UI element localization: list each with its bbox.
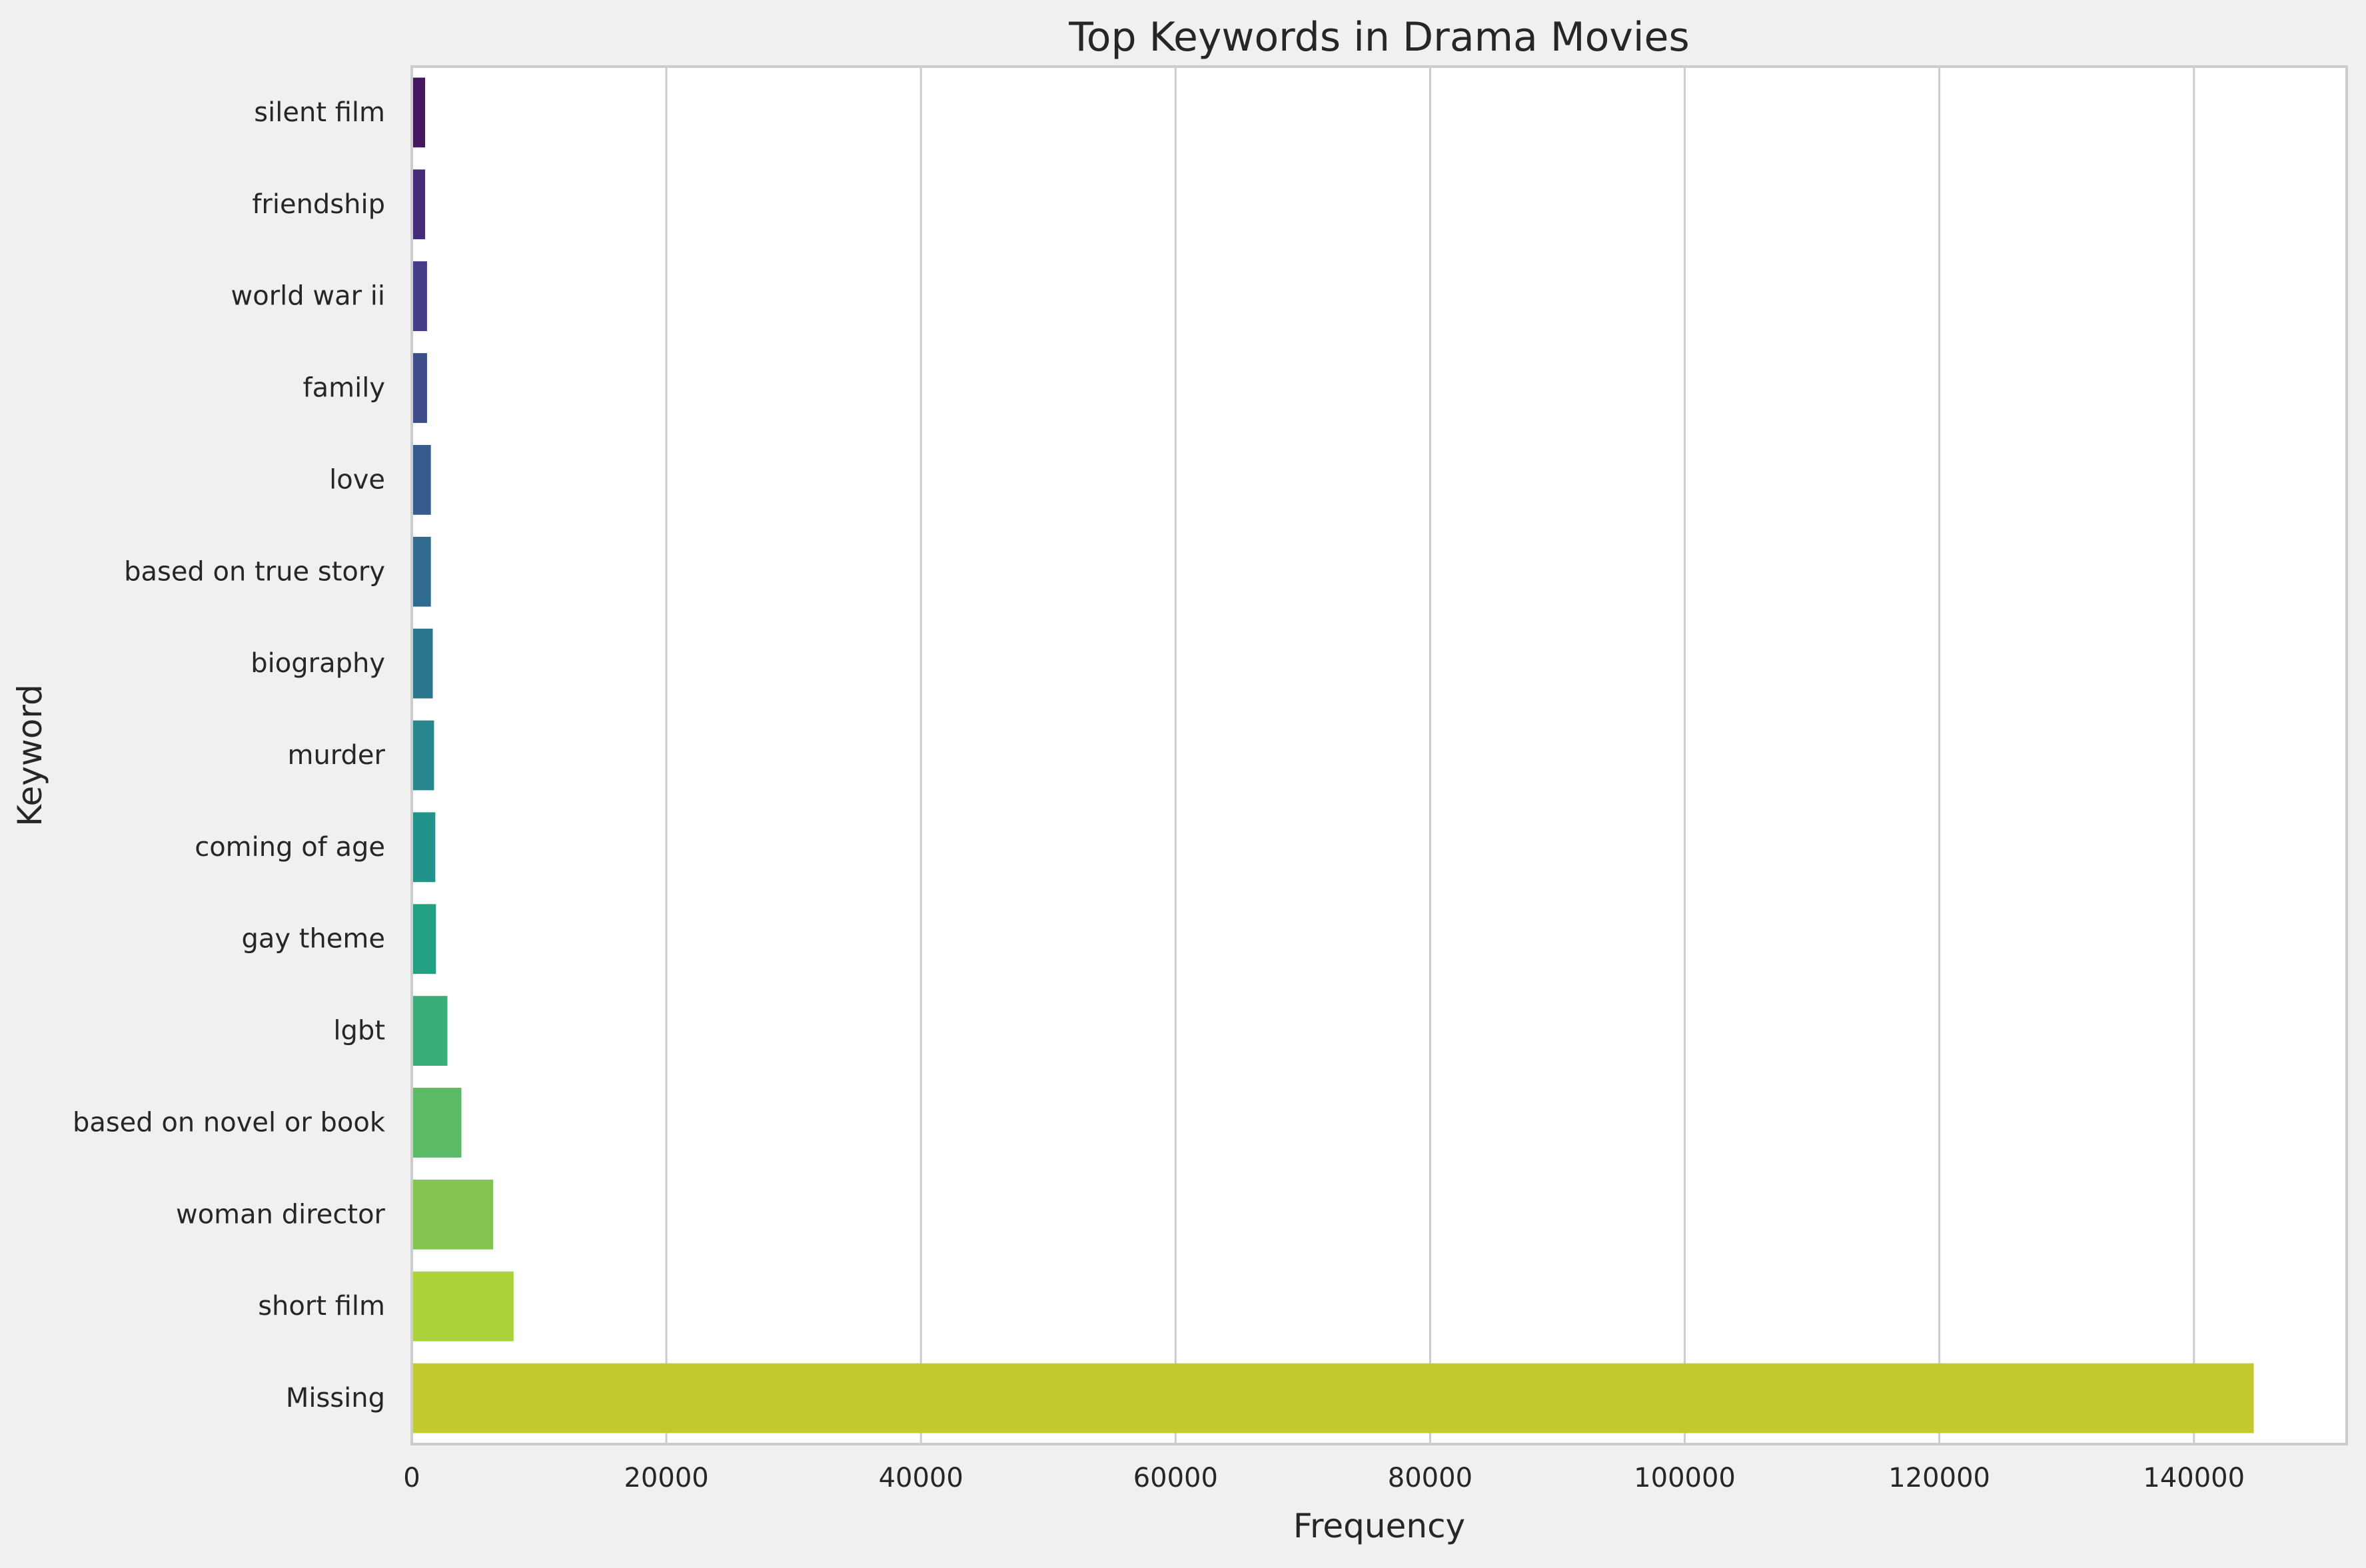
x-tick-label: 140000 [2143,1463,2245,1493]
chart-title: Top Keywords in Drama Movies [1068,14,1689,61]
bar [412,812,436,883]
x-tick-label: 100000 [1634,1463,1736,1493]
bar [412,261,427,332]
bar [412,1088,462,1158]
y-tick-label: friendship [252,189,385,220]
y-tick-label: Missing [286,1383,385,1413]
bar [412,169,426,240]
y-tick-label: world war ii [231,281,385,312]
x-tick-label: 20000 [624,1463,708,1493]
x-tick-label: 60000 [1133,1463,1218,1493]
bars [412,77,2254,1433]
x-tick-labels: 0 20000 40000 60000 80000 100000 120000 140000 [403,1463,2245,1493]
plot-area [412,67,2347,1444]
bar [412,445,431,515]
x-tick-label: 40000 [879,1463,963,1493]
x-tick-label: 0 [403,1463,420,1493]
y-tick-label: lgbt [333,1016,385,1046]
y-tick-labels: silent film friendship world war ii family l… [73,97,386,1413]
y-tick-label: based on novel or book [73,1107,386,1138]
y-tick-label: short film [258,1291,385,1322]
bar [412,1271,514,1342]
x-axis-label: Frequency [1293,1507,1465,1545]
bar [412,904,436,975]
y-tick-label: based on true story [124,556,385,587]
grid-lines [665,67,2195,1444]
bar [412,628,433,699]
y-axis-label: Keyword [11,684,49,827]
bar [412,353,427,423]
y-tick-label: coming of age [195,832,385,863]
x-tick-label: 80000 [1388,1463,1473,1493]
bar [412,1363,2254,1433]
bar [412,720,434,791]
y-tick-label: gay theme [241,924,385,955]
y-tick-label: love [329,464,385,495]
y-tick-label: woman director [176,1199,386,1230]
y-tick-label: biography [251,648,385,679]
y-tick-label: silent film [254,97,385,128]
bar [412,77,426,148]
bar [412,536,431,607]
plot-frame [410,65,2348,1445]
y-tick-label: murder [287,740,385,771]
x-tick-label: 120000 [1888,1463,1990,1493]
bar [412,1179,494,1250]
y-tick-label: family [303,373,385,404]
bar [412,996,448,1066]
